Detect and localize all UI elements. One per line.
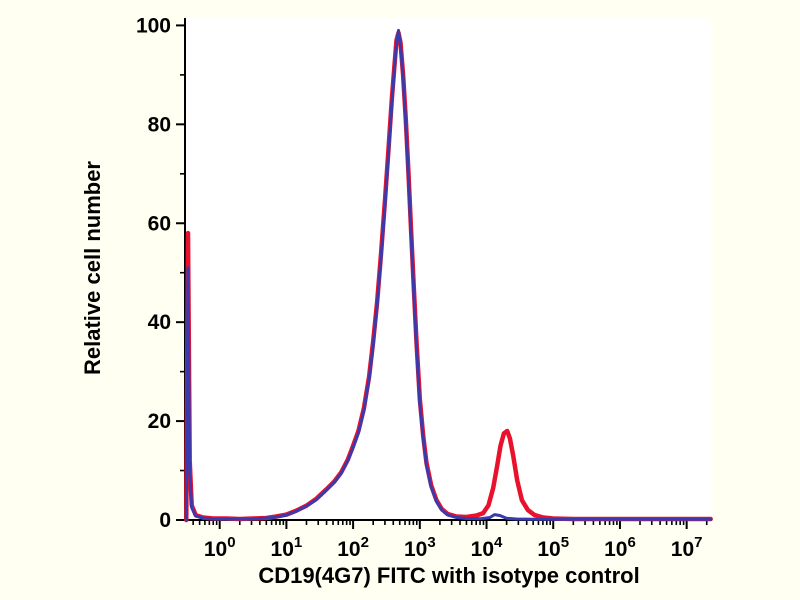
y-tick-label: 20 [148,410,171,433]
x-tick-label: 102 [337,534,369,561]
blue-series-curve [184,28,713,522]
x-tick-label: 103 [404,534,436,561]
y-tick-label: 100 [136,14,171,37]
x-tick-label: 106 [604,534,636,561]
x-tick-label: 107 [671,534,703,561]
plot-background [185,18,712,520]
x-tick-label: 104 [471,534,503,561]
data-series [184,28,713,523]
y-tick-label: 0 [159,509,171,532]
x-tick-label: 105 [537,534,569,561]
x-axis-label: CD19(4G7) FITC with isotype control [258,563,639,588]
plot-area [185,18,712,520]
y-axis-label: Relative cell number [80,161,105,375]
y-tick-label: 40 [148,311,171,334]
x-tick-label: 101 [271,534,303,561]
x-tick-label: 100 [204,534,236,561]
axes: 0 20 40 60 80 100 100 101 102 103 104 105 106 107 [136,14,712,561]
y-tick-label: 80 [148,113,171,136]
y-tick-label: 60 [148,212,171,235]
